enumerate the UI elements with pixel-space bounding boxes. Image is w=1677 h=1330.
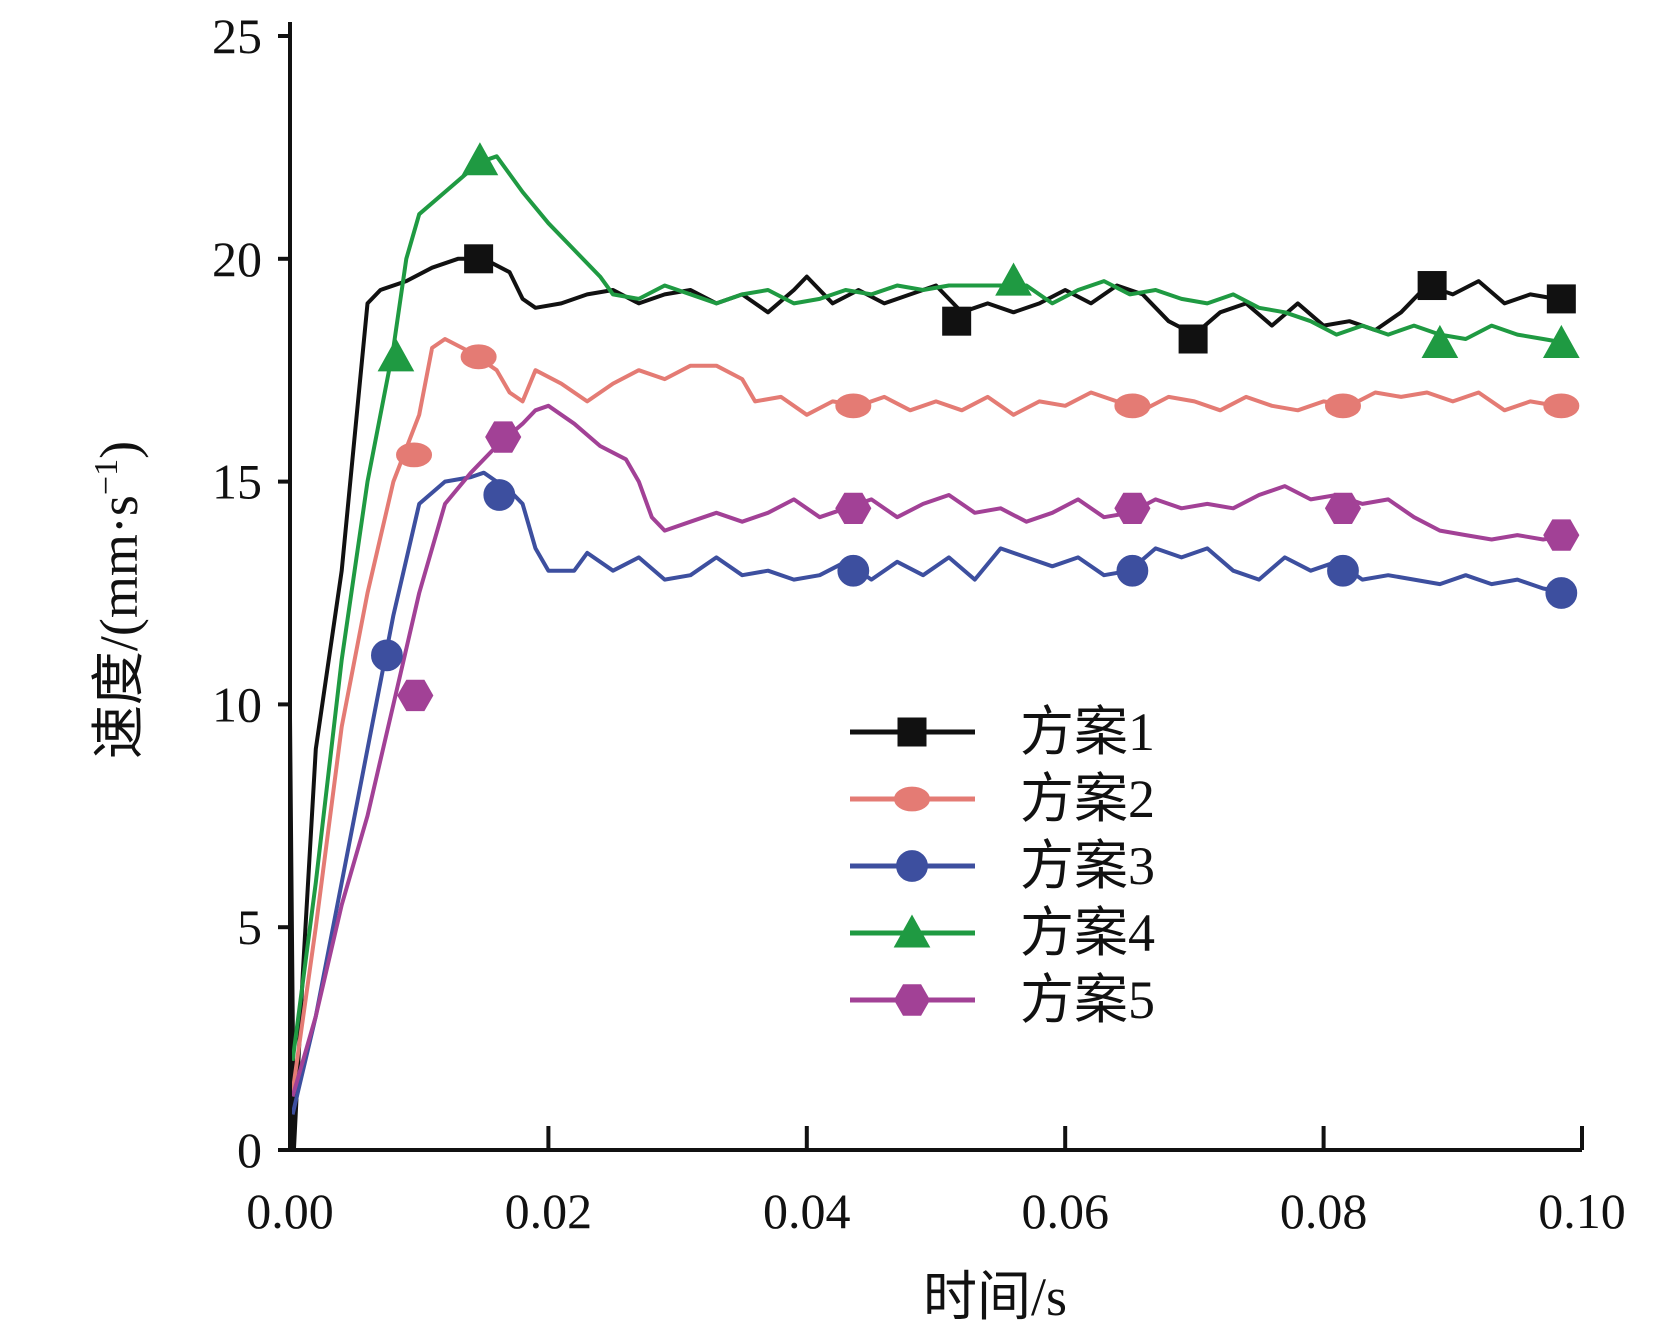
series-marker-2 [460,344,497,370]
series-marker-4 [461,142,499,176]
series-marker-1 [1178,324,1208,354]
series-marker-1 [1417,271,1447,301]
series-marker-2 [396,442,433,468]
y-tick-label: 15 [212,454,262,510]
legend-marker-1 [897,717,927,747]
series-line-4 [290,154,1570,1062]
series-marker-4 [1542,324,1580,358]
legend-label-4: 方案4 [1020,903,1155,963]
series-marker-4 [1421,324,1459,358]
legend-marker-4 [893,914,931,948]
series-line-1 [288,256,1570,1152]
series-marker-5 [1324,492,1362,524]
y-tick-label: 20 [212,231,262,287]
legend-marker-5 [893,984,931,1016]
series-marker-4 [377,338,415,372]
series-marker-3 [1327,554,1359,587]
series-marker-3 [483,479,516,511]
legend-label-2: 方案2 [1020,769,1155,829]
series-marker-5 [485,421,522,453]
legend-marker-3 [896,850,928,882]
x-tick-label: 0.06 [1021,1183,1109,1239]
legend-label-3: 方案3 [1020,836,1155,896]
series-marker-5 [1114,492,1151,524]
plot-markers [371,142,1580,712]
series-marker-1 [464,244,494,274]
legend: 方案1 方案2 方案3 方案4 方案5 [850,702,1155,1030]
x-axis-ticks: 0.00 0.02 0.04 0.06 0.08 0.10 [246,1126,1626,1239]
x-tick-label: 0.04 [763,1183,851,1239]
series-line-5 [290,403,1570,1098]
y-axis-title-main: 速度/(mm·s [89,495,149,759]
x-tick-label: 0.10 [1538,1183,1626,1239]
y-tick-label: 0 [237,1122,262,1178]
y-axis-title: 速度/(mm·s−1) [88,441,149,759]
series-marker-2 [1114,393,1151,419]
y-tick-label: 25 [212,8,262,64]
x-tick-label: 0.00 [246,1183,334,1239]
series-line-3 [290,470,1570,1115]
series-marker-5 [397,679,434,712]
series-line-2 [290,337,1570,1093]
series-marker-2 [835,393,872,419]
series-marker-2 [1324,393,1361,419]
y-axis-ticks: 0 5 10 15 20 25 [212,8,290,1178]
y-axis-title-close: ) [89,441,149,459]
series-marker-1 [1546,284,1576,314]
series-marker-3 [1116,554,1149,587]
series-marker-2 [1543,393,1580,419]
y-tick-label: 5 [237,899,262,955]
series-marker-4 [995,262,1032,296]
legend-label-1: 方案1 [1020,702,1155,762]
legend-marker-2 [894,786,930,812]
legend-label-5: 方案5 [1020,970,1155,1030]
series-marker-5 [1543,519,1580,551]
x-axis-title: 时间/s [923,1267,1067,1327]
series-marker-3 [371,639,403,672]
series-marker-3 [1545,577,1578,609]
series-marker-1 [942,306,972,336]
series-marker-3 [837,554,870,587]
series-marker-5 [835,492,872,524]
y-axis-title-superscript: −1 [88,459,125,495]
y-tick-label: 10 [212,676,262,732]
x-tick-label: 0.08 [1280,1183,1368,1239]
x-tick-label: 0.02 [505,1183,593,1239]
